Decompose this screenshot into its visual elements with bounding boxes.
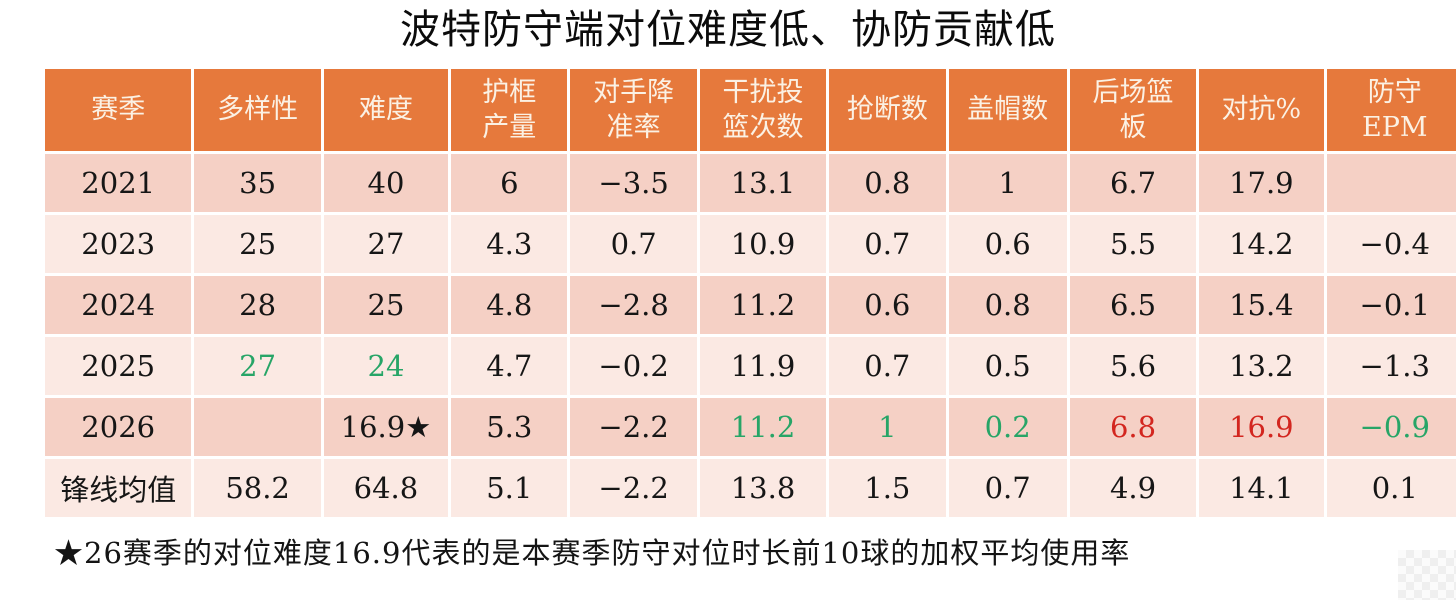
table-cell: −0.9 — [1326, 398, 1456, 456]
table-cell: −0.4 — [1326, 215, 1456, 273]
table-cell: 1.5 — [829, 459, 946, 517]
table-cell: 6.8 — [1069, 398, 1197, 456]
table-row: 2024 28 25 4.8 −2.8 11.2 0.6 0.8 6.5 15.4 −0.1 — [45, 276, 1456, 334]
table-cell: 2024 — [45, 276, 192, 334]
footnote: ★26赛季的对位难度16.9代表的是本赛季防守对位时长前10球的加权平均使用率 — [54, 536, 1131, 570]
table-cell: 17.9 — [1199, 154, 1324, 212]
header-cell: 对手降 准率 — [570, 69, 697, 151]
table-cell: 5.1 — [451, 459, 568, 517]
table-cell: 28 — [194, 276, 321, 334]
table-cell: 4.9 — [1069, 459, 1197, 517]
table-cell: −2.2 — [570, 398, 697, 456]
table-cell: 0.5 — [948, 337, 1067, 395]
table-cell: 0.8 — [829, 154, 946, 212]
table-cell: 0.7 — [829, 337, 946, 395]
table-header: 赛季 多样性 难度 护框 产量 对手降 准率 干扰投 篮次数 抢断数 盖帽数 后场篮 板对抗% 防… — [45, 69, 1456, 151]
table-cell: 0.6 — [829, 276, 946, 334]
table-cell: 40 — [323, 154, 449, 212]
table-cell: 14.2 — [1199, 215, 1324, 273]
header-cell: 多样性 — [194, 69, 321, 151]
table-cell: −0.1 — [1326, 276, 1456, 334]
table-cell: 0.8 — [948, 276, 1067, 334]
table-cell: 10.9 — [699, 215, 827, 273]
table-header-row: 赛季 多样性 难度 护框 产量 对手降 准率 干扰投 篮次数 抢断数 盖帽数 后场篮 板对抗% 防… — [45, 69, 1456, 151]
table-cell: 16.9★ — [323, 398, 449, 456]
table-cell: 5.5 — [1069, 215, 1197, 273]
table-cell: 1 — [829, 398, 946, 456]
table-cell: −1.3 — [1326, 337, 1456, 395]
table-cell: 0.6 — [948, 215, 1067, 273]
header-cell: 护框 产量 — [451, 69, 568, 151]
table-cell: 锋线均值 — [45, 459, 192, 517]
table-cell: 0.1 — [1326, 459, 1456, 517]
table-cell: 25 — [194, 215, 321, 273]
page-title: 波特防守端对位难度低、协防贡献低 — [400, 8, 1056, 52]
table-cell: 6.5 — [1069, 276, 1197, 334]
table-cell: 15.4 — [1199, 276, 1324, 334]
table-cell: 13.8 — [699, 459, 827, 517]
table-row: 2023 25 27 4.3 0.7 10.9 0.7 0.6 5.5 14.2 −0.4 — [45, 215, 1456, 273]
table-cell: 4.8 — [451, 276, 568, 334]
table-cell: 24 — [323, 337, 449, 395]
table-cell: 5.6 — [1069, 337, 1197, 395]
table-cell: −2.2 — [570, 459, 697, 517]
watermark-mosaic — [1398, 550, 1456, 600]
table-cell: 6.7 — [1069, 154, 1197, 212]
table-cell — [194, 398, 321, 456]
table-cell: 27 — [323, 215, 449, 273]
table-cell: 14.1 — [1199, 459, 1324, 517]
table-cell: 35 — [194, 154, 321, 212]
table-cell: −0.2 — [570, 337, 697, 395]
table-cell: 2021 — [45, 154, 192, 212]
defense-stats-table: 赛季 多样性 难度 护框 产量 对手降 准率 干扰投 篮次数 抢断数 盖帽数 后场篮 板对抗% 防… — [42, 66, 1456, 520]
table-cell: 1 — [948, 154, 1067, 212]
table-cell: −3.5 — [570, 154, 697, 212]
table-cell: 2026 — [45, 398, 192, 456]
table-cell: 27 — [194, 337, 321, 395]
table-cell: 5.3 — [451, 398, 568, 456]
table-cell: 2023 — [45, 215, 192, 273]
header-cell: 干扰投 篮次数 — [699, 69, 827, 151]
table-cell: 13.2 — [1199, 337, 1324, 395]
header-cell: 赛季 — [45, 69, 192, 151]
table-row: 2021 35 40 6 −3.5 13.1 0.8 1 6.7 17.9 — [45, 154, 1456, 212]
table-cell: 4.7 — [451, 337, 568, 395]
table-cell: 0.7 — [948, 459, 1067, 517]
table-row: 锋线均值 58.2 64.8 5.1 −2.2 13.8 1.5 0.7 4.9 14.1 0.1 — [45, 459, 1456, 517]
header-cell: 后场篮 板 — [1069, 69, 1197, 151]
table-cell: 4.3 — [451, 215, 568, 273]
table-cell — [1326, 154, 1456, 212]
table-body: 2021 35 40 6 −3.5 13.1 0.8 1 6.7 17.9 2023 25 27 4.3 0… — [45, 154, 1456, 517]
table-cell: 0.7 — [570, 215, 697, 273]
table-cell: 0.2 — [948, 398, 1067, 456]
table-row: 2025 27 24 4.7 −0.2 11.9 0.7 0.5 5.6 13.2 −1.3 — [45, 337, 1456, 395]
header-cell: 盖帽数 — [948, 69, 1067, 151]
header-cell: 对抗% — [1199, 69, 1324, 151]
slide: 波特防守端对位难度低、协防贡献低 赛季 多样性 难度 护框 产量 对手降 准率 干扰投 篮… — [0, 6, 1456, 600]
header-cell: 防守 EPM — [1326, 69, 1456, 151]
table-cell: 11.2 — [699, 276, 827, 334]
table-row: 2026 16.9★ 5.3 −2.2 11.2 1 0.2 6.8 16.9 −0.9 — [45, 398, 1456, 456]
table-cell: 64.8 — [323, 459, 449, 517]
table-cell: 2025 — [45, 337, 192, 395]
header-cell: 抢断数 — [829, 69, 946, 151]
table-cell: −2.8 — [570, 276, 697, 334]
table-cell: 16.9 — [1199, 398, 1324, 456]
table-cell: 13.1 — [699, 154, 827, 212]
table-cell: 0.7 — [829, 215, 946, 273]
table-cell: 58.2 — [194, 459, 321, 517]
header-cell: 难度 — [323, 69, 449, 151]
table-cell: 6 — [451, 154, 568, 212]
table-cell: 11.2 — [699, 398, 827, 456]
table-cell: 25 — [323, 276, 449, 334]
table-cell: 11.9 — [699, 337, 827, 395]
